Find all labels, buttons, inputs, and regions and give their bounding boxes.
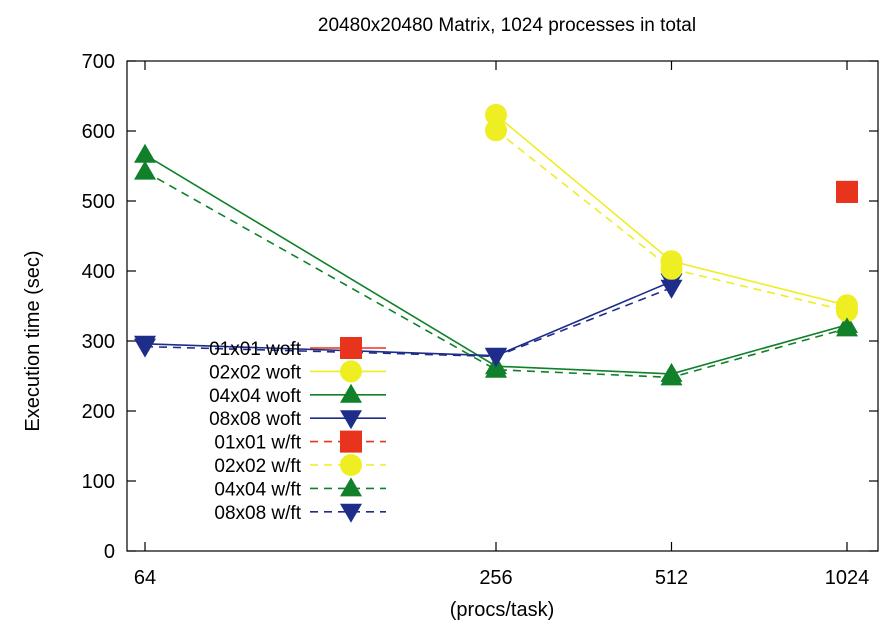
series-markers: [134, 103, 858, 386]
legend-label: 02x02 w/ft: [214, 456, 301, 477]
y-tick-label: 400: [82, 261, 115, 283]
y-tick-label: 200: [82, 401, 115, 423]
x-tick-label: 512: [655, 567, 688, 589]
legend-label: 08x08 woft: [209, 409, 302, 430]
y-tick-label: 0: [104, 541, 115, 563]
data-point: [485, 119, 507, 142]
y-tick-label: 700: [82, 51, 115, 73]
x-axis-label: (procs/task): [450, 599, 554, 621]
legend-marker: [340, 430, 362, 453]
y-tick-label: 100: [82, 471, 115, 493]
y-axis-ticks: 0 100 200 300 400 500 600 700: [82, 51, 878, 563]
data-point: [134, 160, 156, 180]
data-point: [660, 366, 683, 386]
y-tick-label: 500: [82, 191, 115, 213]
legend-marker: [340, 454, 362, 476]
data-point: [134, 338, 156, 358]
x-axis-ticks: 64 256 512 1024: [134, 61, 869, 589]
x-tick-label: 256: [479, 567, 512, 589]
legend-marker: [340, 383, 362, 403]
series-line-6: [144, 170, 848, 379]
legend-marker: [340, 477, 362, 497]
legend-label: 08x08 w/ft: [214, 503, 301, 524]
chart-title: 20480x20480 Matrix, 1024 processes in to…: [318, 15, 696, 36]
legend-marker: [340, 337, 362, 359]
legend-label: 01x01 w/ft: [214, 433, 301, 454]
x-tick-label: 64: [134, 567, 156, 589]
legend-label: 01x01 woft: [209, 339, 302, 360]
legend-marker: [340, 410, 362, 430]
legend-label: 04x04 w/ft: [214, 479, 301, 500]
data-point: [485, 348, 507, 368]
legend-label: 04x04 woft: [209, 386, 302, 407]
y-axis-label: Execution time (sec): [22, 250, 44, 431]
data-point: [660, 257, 683, 280]
series-line-5: [495, 129, 848, 312]
legend-marker: [340, 503, 362, 523]
series-line-2: [144, 154, 848, 375]
data-point: [134, 143, 156, 163]
x-tick-label: 1024: [825, 567, 870, 589]
plot-area-frame: [126, 60, 879, 552]
legend-label: 02x02 woft: [209, 362, 302, 383]
data-point: [836, 317, 858, 337]
y-tick-label: 300: [82, 331, 115, 353]
data-point: [660, 279, 683, 299]
data-point: [485, 358, 507, 378]
data-point: [485, 103, 507, 126]
data-point: [836, 299, 858, 322]
y-tick-label: 600: [82, 121, 115, 143]
legend-marker: [340, 360, 362, 383]
data-point: [836, 180, 858, 203]
